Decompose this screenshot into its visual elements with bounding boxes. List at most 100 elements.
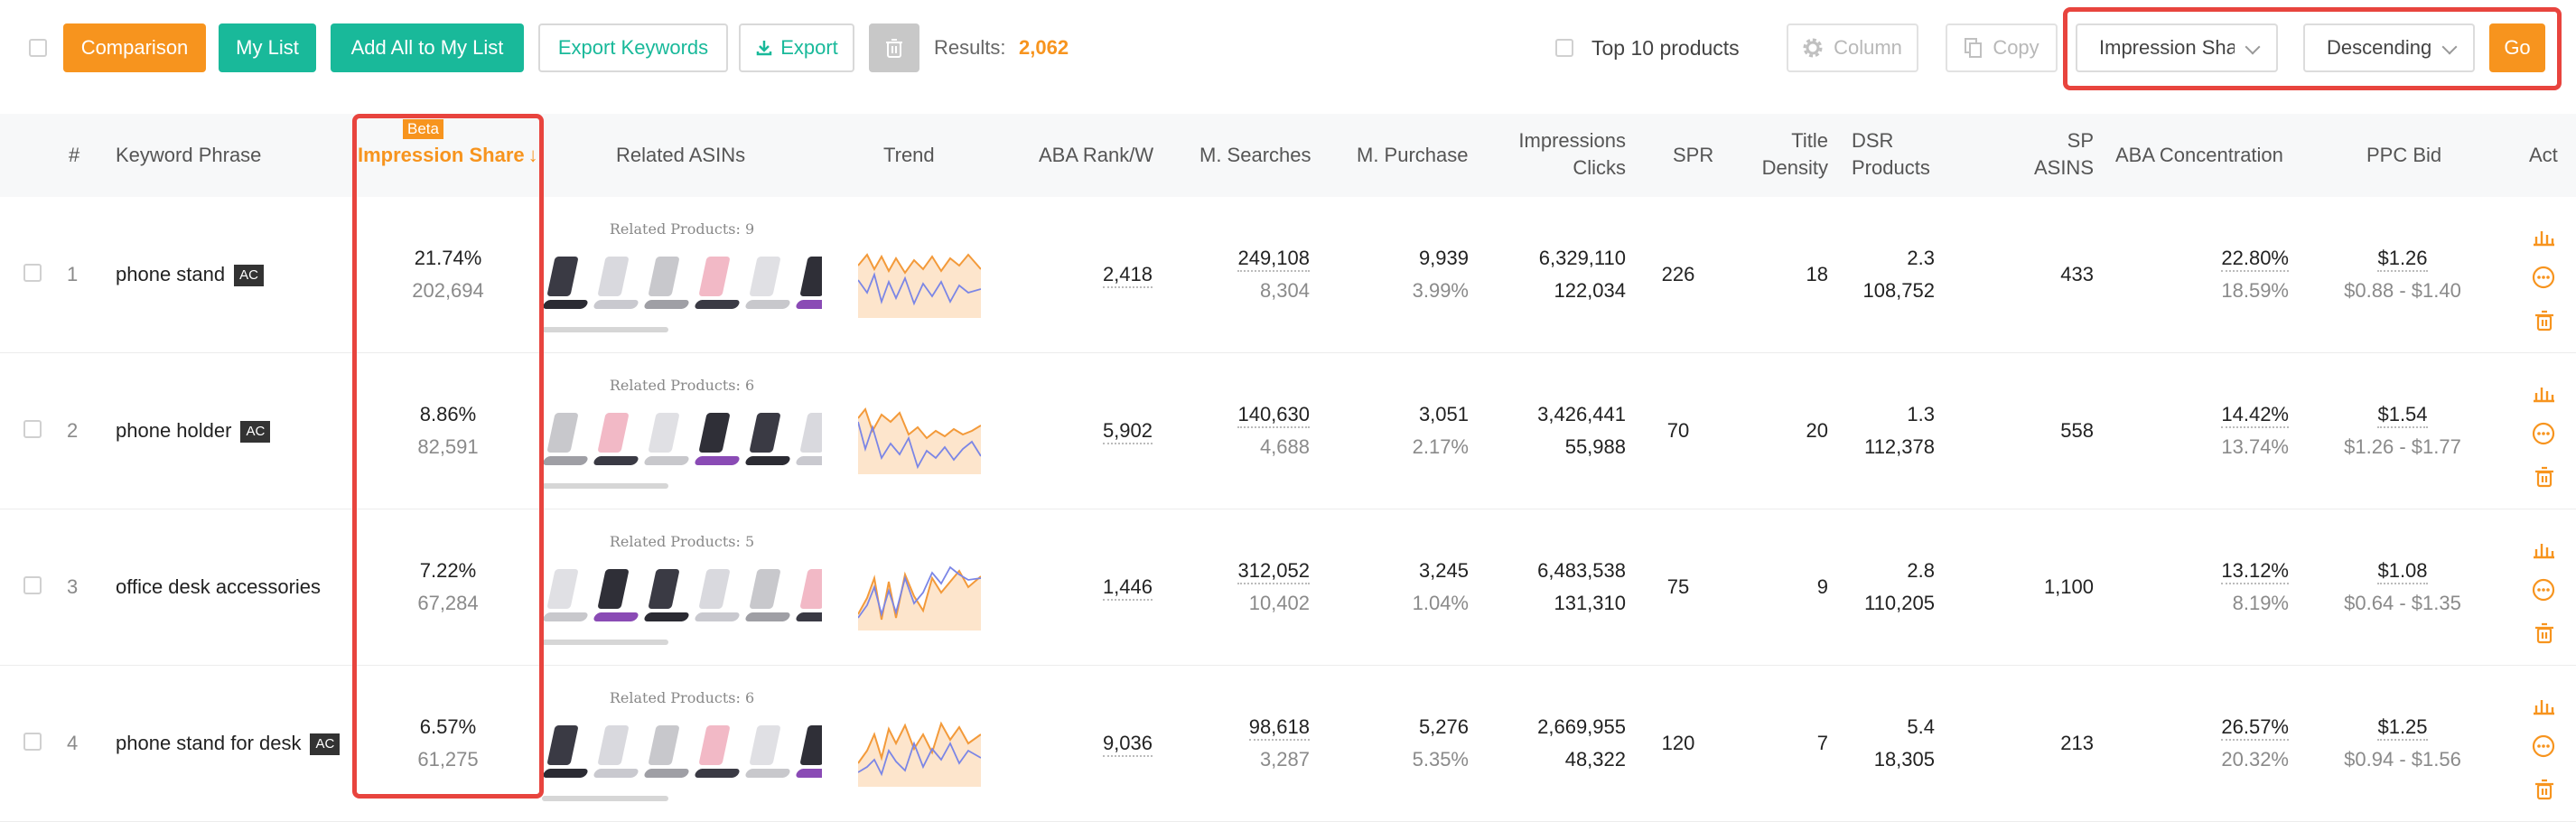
delete-button[interactable]: [869, 23, 919, 72]
monthly-searches-value[interactable]: 140,630: [1237, 403, 1310, 428]
table-row[interactable]: 3 office desk accessories 7.22% 67,284 R…: [0, 509, 2576, 666]
export-button[interactable]: Export: [739, 23, 854, 72]
product-thumbnail[interactable]: [542, 409, 593, 471]
more-icon[interactable]: [2532, 734, 2555, 758]
monthly-searches-sub: 3,287: [1259, 748, 1310, 771]
monthly-searches-value[interactable]: 98,618: [1248, 715, 1310, 741]
aba-concentration-value[interactable]: 14.42%: [2221, 403, 2289, 428]
product-thumbnail[interactable]: [693, 722, 744, 783]
horizontal-scrollbar[interactable]: [542, 640, 668, 645]
product-thumbnail[interactable]: [542, 565, 593, 627]
row-checkbox[interactable]: [23, 576, 42, 594]
product-thumbnail[interactable]: [592, 409, 643, 471]
product-thumbnail[interactable]: [743, 565, 795, 627]
copy-button[interactable]: Copy: [1946, 23, 2058, 72]
col-impressions[interactable]: Impressions: [1518, 129, 1626, 152]
keyword-text[interactable]: phone holder: [116, 419, 232, 442]
col-density[interactable]: Density: [1761, 156, 1828, 179]
product-thumbnail[interactable]: [693, 409, 744, 471]
col-products[interactable]: Products: [1852, 156, 1930, 179]
product-thumbnail[interactable]: [642, 722, 694, 783]
aba-concentration-value[interactable]: 22.80%: [2221, 247, 2289, 272]
product-thumbnail[interactable]: [743, 253, 795, 314]
bar-chart-icon[interactable]: [2532, 224, 2555, 248]
sort-order-select[interactable]: Descending: [2303, 23, 2475, 72]
product-thumbnail[interactable]: [693, 565, 744, 627]
product-thumbnail[interactable]: [642, 409, 694, 471]
trash-icon[interactable]: [2533, 778, 2556, 801]
product-thumbnail[interactable]: [642, 253, 694, 314]
col-aba-concentration[interactable]: ABA Concentration: [2115, 144, 2283, 166]
aba-rank-value[interactable]: 9,036: [1102, 732, 1153, 757]
keyword-text[interactable]: office desk accessories: [116, 575, 322, 598]
product-thumbnail[interactable]: [794, 565, 822, 627]
col-impression-share[interactable]: Impression Share ↓: [358, 143, 538, 168]
aba-concentration-value[interactable]: 26.57%: [2221, 715, 2289, 741]
aba-rank-value[interactable]: 5,902: [1102, 419, 1153, 444]
bar-chart-icon[interactable]: [2532, 537, 2555, 560]
col-clicks[interactable]: Clicks: [1573, 156, 1626, 179]
col-m-purchase[interactable]: M. Purchase: [1357, 144, 1469, 166]
table-row[interactable]: 2 phone holder AC 8.86% 82,591 Related Pr…: [0, 353, 2576, 509]
ppc-bid-value[interactable]: $1.25: [2377, 715, 2428, 741]
ppc-bid-value[interactable]: $1.08: [2377, 559, 2428, 584]
more-icon[interactable]: [2532, 266, 2555, 289]
col-sp[interactable]: SP: [2067, 129, 2094, 152]
product-thumbnail[interactable]: [592, 722, 643, 783]
sort-field-select[interactable]: Impression Share: [2076, 23, 2278, 72]
product-thumbnail[interactable]: [542, 253, 593, 314]
trash-icon[interactable]: [2533, 621, 2556, 645]
product-thumbnail[interactable]: [794, 409, 822, 471]
product-thumbnail[interactable]: [743, 409, 795, 471]
aba-rank-value[interactable]: 2,418: [1102, 263, 1153, 288]
comparison-button[interactable]: Comparison: [63, 23, 206, 72]
product-thumbnail[interactable]: [794, 253, 822, 314]
export-keywords-button[interactable]: Export Keywords: [538, 23, 728, 72]
ppc-bid-value[interactable]: $1.54: [2377, 403, 2428, 428]
aba-concentration-value[interactable]: 13.12%: [2221, 559, 2289, 584]
product-thumbnail[interactable]: [542, 722, 593, 783]
col-dsr[interactable]: DSR: [1852, 129, 1894, 152]
horizontal-scrollbar[interactable]: [542, 483, 668, 489]
product-thumbnail[interactable]: [592, 253, 643, 314]
bar-chart-icon[interactable]: [2532, 693, 2555, 716]
keyword-text[interactable]: phone stand for desk: [116, 732, 302, 754]
product-thumbnail[interactable]: [592, 565, 643, 627]
product-thumbnail[interactable]: [794, 722, 822, 783]
col-m-searches[interactable]: M. Searches: [1199, 144, 1311, 166]
horizontal-scrollbar[interactable]: [542, 327, 668, 332]
col-title[interactable]: Title: [1791, 129, 1828, 152]
trash-icon[interactable]: [2533, 465, 2556, 489]
col-spr[interactable]: SPR: [1673, 144, 1714, 166]
horizontal-scrollbar[interactable]: [542, 796, 668, 801]
keyword-cell[interactable]: office desk accessories: [116, 571, 321, 603]
row-checkbox[interactable]: [23, 733, 42, 751]
column-button[interactable]: Column: [1787, 23, 1918, 72]
row-checkbox[interactable]: [23, 264, 42, 282]
aba-rank-value[interactable]: 1,446: [1102, 575, 1153, 601]
more-icon[interactable]: [2532, 578, 2555, 602]
my-list-button[interactable]: My List: [219, 23, 316, 72]
bar-chart-icon[interactable]: [2532, 380, 2555, 404]
add-all-to-my-list-button[interactable]: Add All to My List: [331, 23, 524, 72]
keyword-text[interactable]: phone stand: [116, 263, 226, 285]
trash-icon[interactable]: [2533, 309, 2556, 332]
more-icon[interactable]: [2532, 422, 2555, 445]
col-asins[interactable]: ASINS: [2033, 156, 2094, 179]
monthly-searches-value[interactable]: 249,108: [1237, 247, 1310, 272]
col-aba-rank[interactable]: ABA Rank/W: [1039, 144, 1154, 166]
keyword-cell[interactable]: phone holder AC: [116, 415, 271, 447]
product-thumbnail[interactable]: [642, 565, 694, 627]
table-row[interactable]: 1 phone stand AC 21.74% 202,694 Related P…: [0, 197, 2576, 353]
product-thumbnail[interactable]: [693, 253, 744, 314]
ppc-bid-value[interactable]: $1.26: [2377, 247, 2428, 272]
product-thumbnail[interactable]: [743, 722, 795, 783]
col-keyword-phrase[interactable]: Keyword Phrase: [116, 144, 262, 166]
monthly-searches-value[interactable]: 312,052: [1237, 559, 1310, 584]
keyword-cell[interactable]: phone stand for desk AC: [116, 727, 341, 760]
go-button[interactable]: Go: [2489, 23, 2545, 72]
row-checkbox[interactable]: [23, 420, 42, 438]
top10-checkbox[interactable]: [1555, 39, 1573, 57]
select-all-checkbox[interactable]: [29, 39, 47, 57]
keyword-cell[interactable]: phone stand AC: [116, 258, 264, 291]
